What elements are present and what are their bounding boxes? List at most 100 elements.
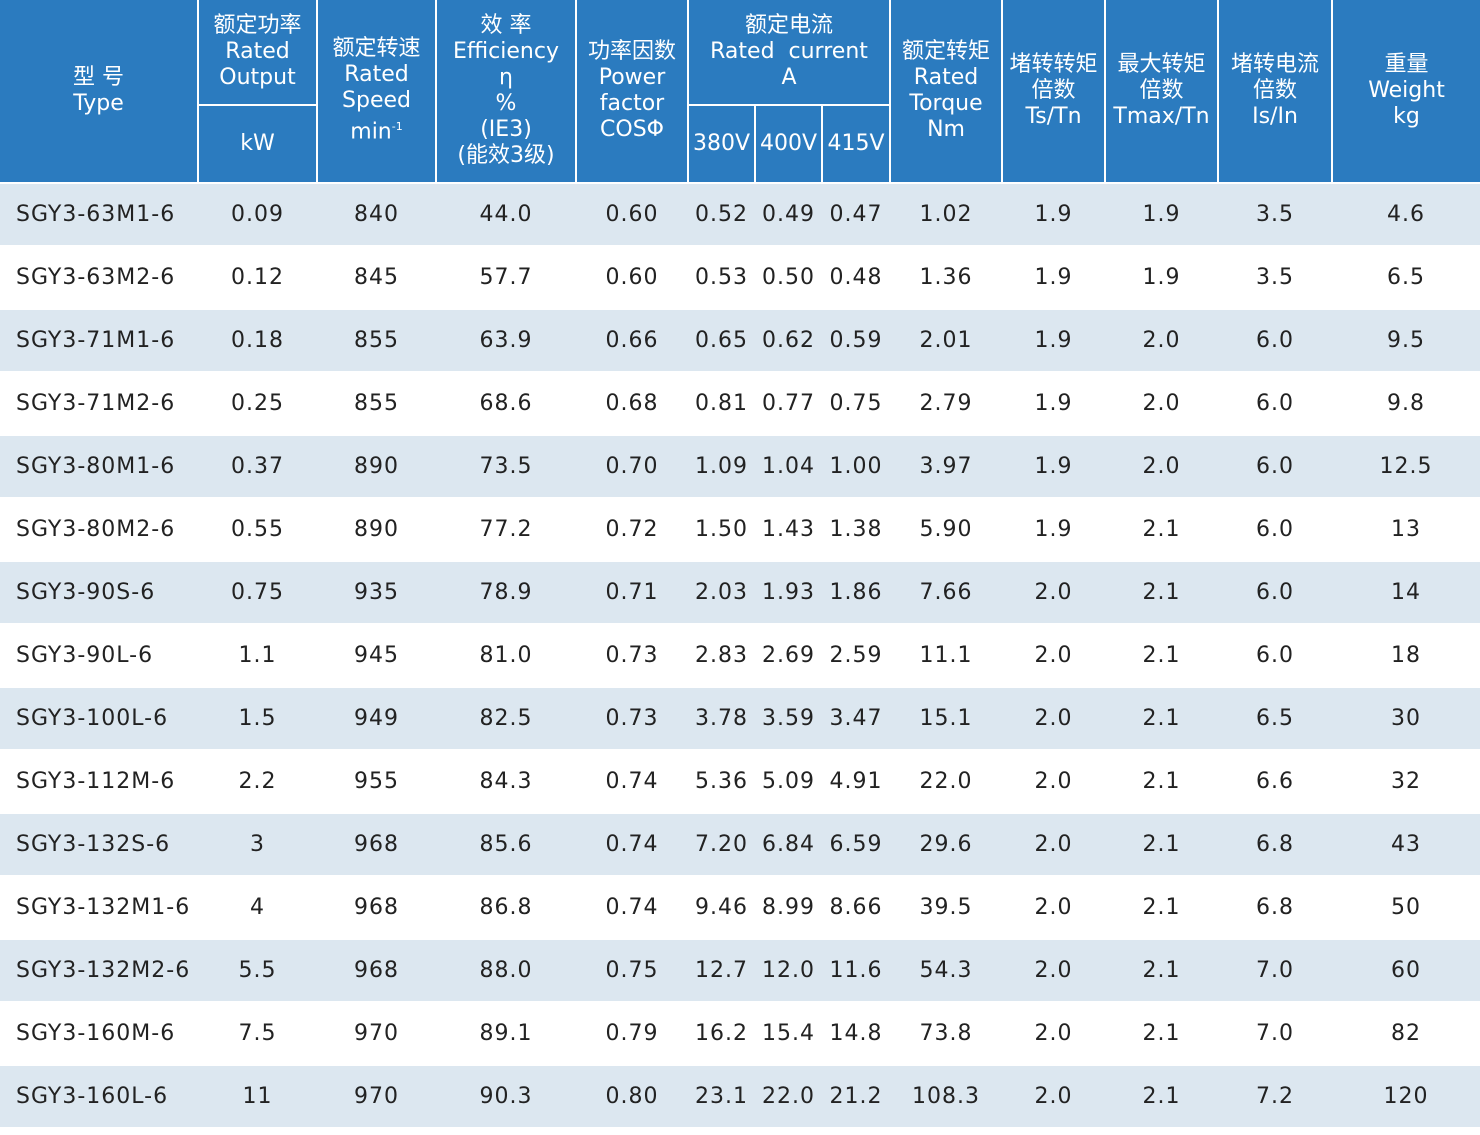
table-row: SGY3-112M-6 2.2 955 84.3 0.74 5.36 5.09 4.91 22.… (0, 750, 1480, 814)
table-cell: 29.6 (890, 813, 1003, 877)
table-row: SGY3-132M2-6 5.5 968 88.0 0.75 12.7 12.0 11.6 54… (0, 939, 1480, 1003)
table-cell: 855 (317, 372, 436, 436)
table-cell: 0.59 (822, 309, 891, 373)
table-cell: 949 (317, 687, 436, 751)
type-en: Type (73, 91, 124, 116)
table-cell: 21.2 (822, 1065, 891, 1129)
table-cell: SGY3-80M1-6 (0, 435, 198, 499)
table-cell: 120 (1332, 1065, 1480, 1129)
table-cell: SGY3-160M-6 (0, 1002, 198, 1066)
table-cell: 2.79 (890, 372, 1003, 436)
speed-en1: Rated (344, 62, 409, 88)
eff-en: Efficiency (453, 39, 559, 64)
table-cell: 23.1 (688, 1065, 755, 1129)
table-cell: 60 (1332, 939, 1480, 1003)
table-cell: 935 (317, 561, 436, 625)
table-cell: 43 (1332, 813, 1480, 877)
table-cell: 968 (317, 876, 436, 940)
table-cell: 2.0 (1002, 1065, 1106, 1129)
table-row: SGY3-71M1-6 0.18 855 63.9 0.66 0.65 0.62 0.59 2.… (0, 309, 1480, 373)
table-cell: 0.60 (576, 183, 688, 247)
torque-en2: Torque (909, 91, 983, 116)
table-cell: SGY3-132S-6 (0, 813, 198, 877)
table-cell: 1.9 (1002, 183, 1106, 247)
table-cell: 81.0 (436, 624, 576, 688)
table-cell: 2.1 (1105, 939, 1219, 1003)
table-cell: 22.0 (755, 1065, 822, 1129)
table-cell: 0.47 (822, 183, 891, 247)
output-en1: Rated (225, 39, 290, 64)
table-cell: 2.0 (1105, 309, 1219, 373)
table-cell: 2.69 (755, 624, 822, 688)
table-cell: 15.4 (755, 1002, 822, 1066)
mt-zh1: 最大转矩 (1117, 52, 1206, 77)
table-cell: 5.09 (755, 750, 822, 814)
table-cell: 12.0 (755, 939, 822, 1003)
pf-symbol: COSΦ (600, 117, 664, 142)
table-cell: 14.8 (822, 1002, 891, 1066)
table-cell: 1.9 (1105, 183, 1219, 247)
weight-en: Weight (1368, 78, 1445, 103)
header-weight: 重量 Weight kg (1331, 0, 1480, 184)
table-cell: 855 (317, 309, 436, 373)
table-cell: 0.12 (198, 246, 317, 310)
table-cell: 2.0 (1002, 750, 1106, 814)
table-cell: 0.09 (198, 183, 317, 247)
output-en2: Output (219, 65, 296, 90)
table-cell: 6.0 (1218, 372, 1333, 436)
table-cell: 0.50 (755, 246, 822, 310)
table-cell: 8.66 (822, 876, 891, 940)
table-cell: 0.73 (576, 624, 688, 688)
table-cell: SGY3-80M2-6 (0, 498, 198, 562)
table-cell: 0.68 (576, 372, 688, 436)
table-cell: 1.93 (755, 561, 822, 625)
table-cell: 89.1 (436, 1002, 576, 1066)
eff-symbol: η (499, 65, 513, 90)
table-cell: 0.71 (576, 561, 688, 625)
table-cell: 3 (198, 813, 317, 877)
table-cell: 970 (317, 1065, 436, 1129)
table-cell: 2.1 (1105, 813, 1219, 877)
table-cell: 22.0 (890, 750, 1003, 814)
table-cell: 1.09 (688, 435, 755, 499)
table-row: SGY3-100L-6 1.5 949 82.5 0.73 3.78 3.59 3.47 15.… (0, 687, 1480, 751)
table-cell: 3.5 (1218, 183, 1333, 247)
table-cell: 1.9 (1002, 246, 1106, 310)
table-cell: 2.0 (1002, 1002, 1106, 1066)
table-cell: 3.78 (688, 687, 755, 751)
table-row: SGY3-132S-6 3 968 85.6 0.74 7.20 6.84 6.59 29.6 2… (0, 813, 1480, 877)
table-cell: 16.2 (688, 1002, 755, 1066)
table-cell: 1.86 (822, 561, 891, 625)
table-cell: 2.0 (1002, 561, 1106, 625)
table-cell: 1.9 (1002, 309, 1106, 373)
table-cell: 968 (317, 939, 436, 1003)
table-cell: 6.0 (1218, 435, 1333, 499)
table-cell: 2.1 (1105, 750, 1219, 814)
table-cell: 0.62 (755, 309, 822, 373)
header-type: 型 号 Type (0, 0, 199, 184)
table-cell: 0.48 (822, 246, 891, 310)
table-cell: 108.3 (890, 1065, 1003, 1129)
table-cell: 7.0 (1218, 939, 1333, 1003)
table-cell: 6.8 (1218, 813, 1333, 877)
table-cell: 2.1 (1105, 1065, 1219, 1129)
header-voltage-415: 415V (820, 105, 892, 184)
table-cell: SGY3-132M2-6 (0, 939, 198, 1003)
table-cell: 7.66 (890, 561, 1003, 625)
torque-en1: Rated (913, 65, 979, 90)
table-cell: 0.55 (198, 498, 317, 562)
table-cell: SGY3-71M2-6 (0, 372, 198, 436)
table-cell: 2.83 (688, 624, 755, 688)
table-cell: 1.9 (1002, 498, 1106, 562)
table-cell: 12.5 (1332, 435, 1480, 499)
table-cell: 4.91 (822, 750, 891, 814)
table-cell: 73.8 (890, 1002, 1003, 1066)
weight-unit: kg (1393, 104, 1420, 129)
table-cell: 0.72 (576, 498, 688, 562)
eff-class: (IE3) (480, 117, 532, 142)
table-row: SGY3-90L-6 1.1 945 81.0 0.73 2.83 2.69 2.59 11.1… (0, 624, 1480, 688)
table-cell: 0.74 (576, 750, 688, 814)
table-cell: 2.1 (1105, 687, 1219, 751)
table-row: SGY3-80M2-6 0.55 890 77.2 0.72 1.50 1.43 1.38 5.… (0, 498, 1480, 562)
table-cell: 9.8 (1332, 372, 1480, 436)
